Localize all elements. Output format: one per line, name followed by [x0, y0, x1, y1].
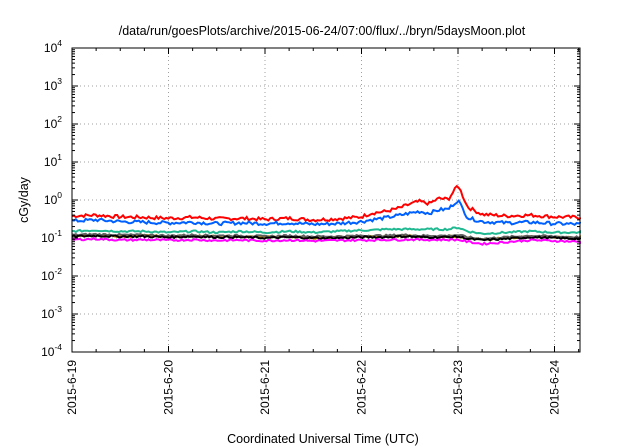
y-tick-label: 10-1 [41, 228, 62, 245]
series-line [72, 226, 581, 236]
x-axis-label: Coordinated Universal Time (UTC) [227, 432, 419, 446]
y-axis-label: cGy/day [17, 176, 31, 223]
y-tick-label: 103 [44, 76, 62, 93]
y-tick-label: 10-4 [41, 342, 62, 359]
y-tick-label: 102 [44, 114, 62, 131]
x-tick-labels: 2015-6-19 2015-6-20 2015-6-21 2015-6-22 2015… [65, 360, 562, 415]
y-tick-label: 104 [44, 38, 62, 55]
x-tick-label: 2015-6-23 [451, 360, 465, 415]
x-tick-label: 2015-6-19 [65, 360, 79, 415]
x-tick-label: 2015-6-24 [548, 360, 562, 415]
series-line [71, 234, 581, 242]
x-tick-label: 2015-6-20 [162, 360, 176, 415]
series-line [71, 198, 581, 227]
chart-title: /data/run/goesPlots/archive/2015-06-24/0… [119, 24, 526, 38]
series-line [71, 184, 581, 223]
series-layer [71, 184, 581, 246]
y-tick-label: 101 [44, 152, 62, 169]
ticks [71, 47, 580, 353]
y-tick-labels: 10-4 10-3 10-2 10-1 100 101 102 103 104 [41, 38, 62, 359]
grid [72, 48, 580, 352]
x-tick-label: 2015-6-21 [258, 360, 272, 415]
y-tick-label: 10-3 [41, 304, 62, 321]
y-tick-label: 100 [44, 190, 62, 207]
x-tick-label: 2015-6-22 [355, 360, 369, 415]
series-line [71, 236, 581, 246]
y-tick-label: 10-2 [41, 266, 62, 283]
